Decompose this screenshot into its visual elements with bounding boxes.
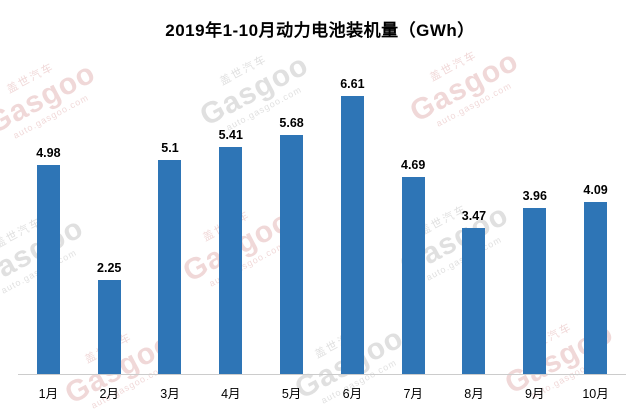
bar-column: 2.25: [79, 80, 140, 374]
bar-value-label: 5.1: [161, 140, 179, 155]
bar: 3.47: [462, 209, 486, 374]
x-axis-tick-label: 8月: [464, 387, 484, 401]
bar-column: 3.96: [504, 80, 565, 374]
bar-value-label: 6.61: [340, 77, 365, 92]
bar-column: 3.47: [444, 80, 505, 374]
bar-value-label: 3.47: [461, 209, 487, 224]
bar: 4.09: [583, 183, 608, 374]
x-axis-tick-label: 5月: [281, 387, 302, 401]
bar-value-label: 4.98: [36, 145, 61, 160]
bar: 4.98: [36, 146, 61, 374]
bar-column: 5.68: [261, 80, 322, 374]
bar: 3.96: [523, 189, 547, 374]
x-axis-tick-label: 1月: [38, 387, 59, 401]
x-axis-labels: 1月 2月 3月 4月 5月 6月 7月 8月 9月 10月: [18, 375, 626, 402]
bar-chart: 4.98 2.25 5.1 5.41 5.68 6.61 4.69 3.47 3.96 4.09 …: [18, 77, 626, 402]
bar-value-label: 4.09: [583, 183, 608, 198]
bar-column: 4.69: [383, 80, 444, 374]
bar-value-label: 5.41: [218, 127, 243, 142]
x-axis-tick-label: 3月: [160, 387, 180, 401]
x-axis-tick-label: 4月: [221, 387, 241, 401]
x-axis-tick-label: 10月: [582, 387, 609, 401]
bar-column: 5.41: [200, 80, 261, 374]
bar: 4.69: [401, 158, 425, 374]
bar-value-label: 5.68: [279, 116, 304, 131]
watermark-cn-text: 盖世汽车: [427, 49, 480, 85]
x-axis-tick-label: 7月: [403, 387, 423, 401]
bar-column: 5.1: [140, 80, 201, 374]
bar: 2.25: [97, 261, 121, 374]
bar-value-label: 3.96: [522, 188, 547, 203]
x-axis-tick-label: 2月: [99, 387, 119, 401]
bar-column: 6.61: [322, 77, 383, 374]
bar-value-label: 4.69: [401, 158, 426, 173]
bar: 5.68: [279, 116, 304, 374]
chart-title: 2019年1-10月动力电池装机量（GWh）: [165, 21, 475, 40]
x-axis-tick-label: 9月: [525, 387, 545, 401]
bar: 6.61: [340, 77, 365, 374]
bar-column: 4.98: [18, 80, 79, 374]
plot-area: 4.98 2.25 5.1 5.41 5.68 6.61 4.69 3.47 3.96 4.09: [18, 77, 626, 375]
bar-column: 4.09: [565, 80, 626, 374]
bar-value-label: 2.25: [97, 260, 122, 275]
bar: 5.41: [219, 128, 243, 374]
x-axis-tick-label: 6月: [342, 387, 363, 401]
bar: 5.1: [158, 141, 182, 374]
